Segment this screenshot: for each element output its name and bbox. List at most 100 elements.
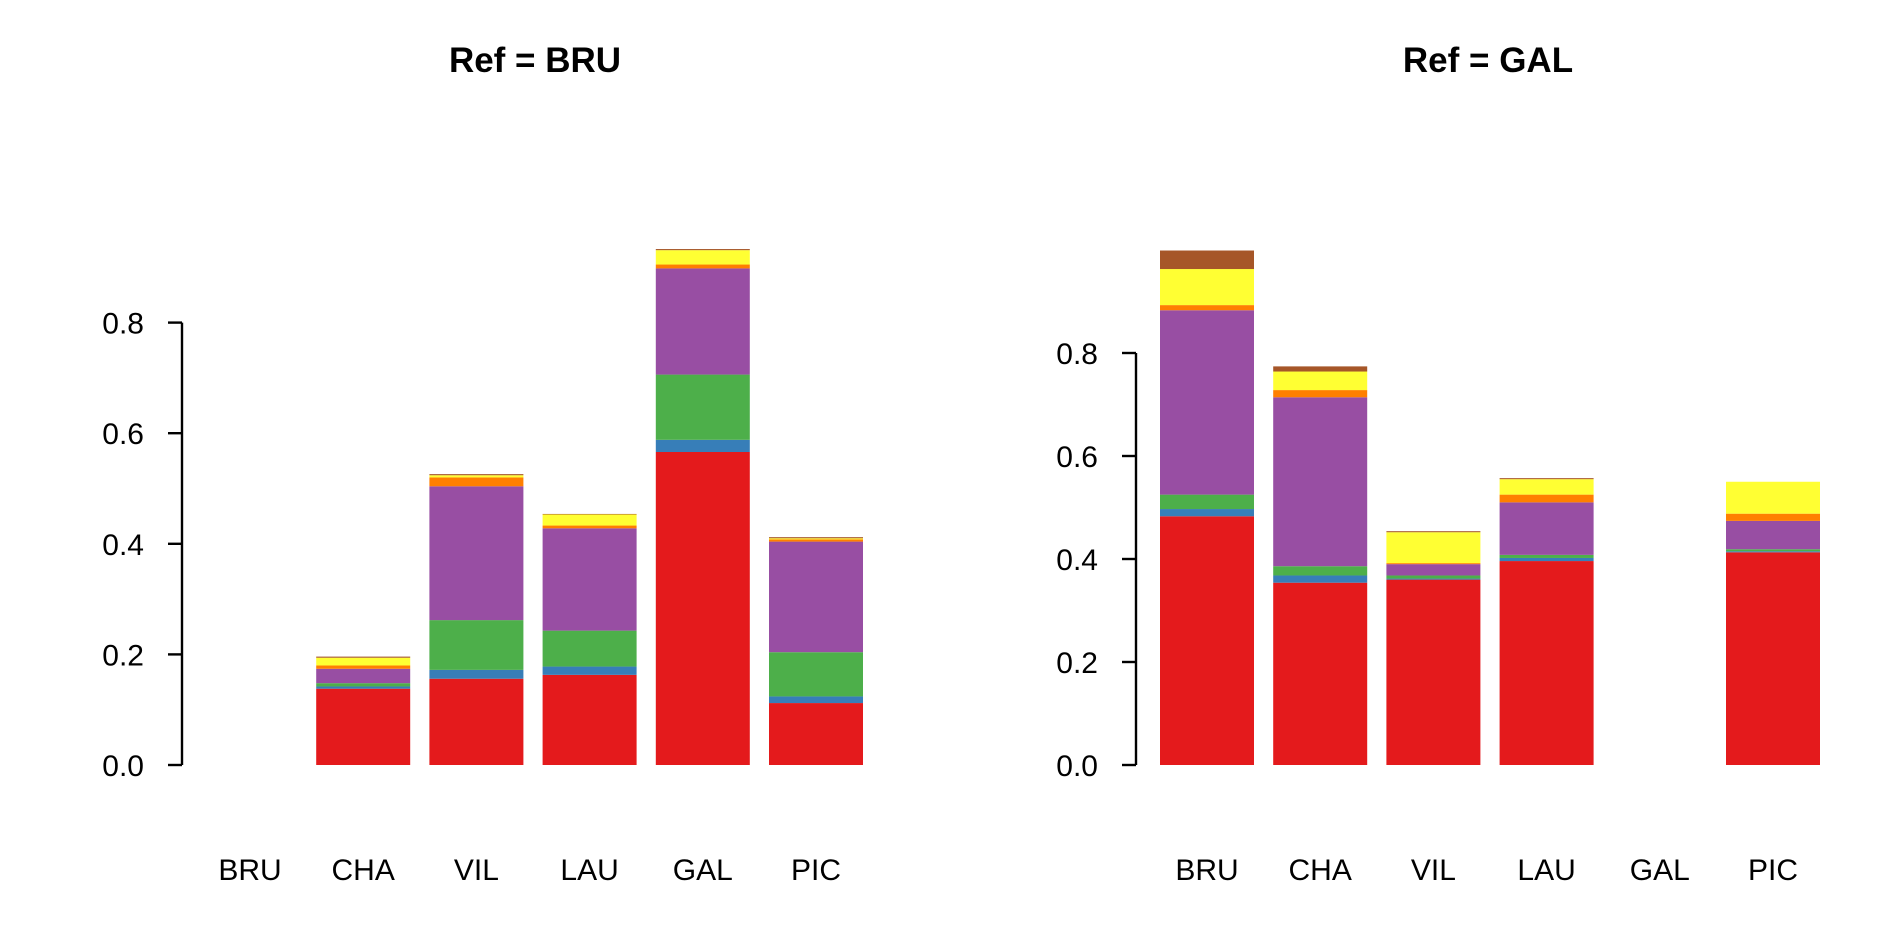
y-tick-label: 0.2	[1056, 647, 1098, 680]
bar-segment-cha-1	[1273, 582, 1368, 765]
bar-segment-vil-6	[429, 475, 524, 478]
bar-segment-lau-4	[542, 528, 637, 631]
bar-segment-pic-6	[1726, 481, 1820, 514]
bar-segment-cha-3	[1273, 566, 1368, 576]
x-tick-label: VIL	[1411, 854, 1456, 887]
bar-segment-pic-1	[769, 703, 863, 765]
bar-segment-bru-2	[1160, 509, 1254, 517]
x-tick-label: GAL	[1630, 854, 1690, 887]
bar-segment-vil-1	[1386, 579, 1481, 765]
bar-segment-pic-2	[1726, 551, 1820, 553]
bar-segment-cha-7	[316, 656, 411, 658]
bar-segment-lau-2	[542, 666, 637, 675]
bar-segment-bru-6	[1160, 269, 1254, 306]
x-tick-label: LAU	[1517, 854, 1575, 887]
x-axis-labels: BRU CHA VIL LAU GAL PIC	[218, 854, 841, 887]
bar-group	[316, 249, 863, 765]
bar-segment-vil-5	[1386, 563, 1481, 565]
bar-segment-cha-5	[316, 665, 411, 669]
bar-segment-lau-7	[1499, 478, 1594, 480]
bar-segment-gal-2	[655, 439, 750, 453]
y-axis: 0.0 0.2 0.4 0.6 0.8	[1056, 338, 1138, 783]
x-tick-label: PIC	[791, 854, 841, 887]
y-tick-label: 0.0	[1056, 750, 1098, 783]
bar-segment-vil-2	[429, 669, 524, 679]
bar-segment-pic-2	[769, 696, 863, 704]
x-tick-label: BRU	[1175, 854, 1238, 887]
y-tick-label: 0.8	[1056, 338, 1098, 371]
bar-segment-cha-1	[316, 688, 411, 765]
bar-segment-lau-5	[542, 525, 637, 529]
panel-title: Ref = GAL	[1403, 41, 1573, 80]
x-tick-label: CHA	[332, 854, 395, 887]
bar-segment-vil-6	[1386, 532, 1481, 564]
bar-segment-cha-5	[1273, 390, 1368, 398]
x-tick-label: LAU	[560, 854, 618, 887]
bar-segment-vil-4	[429, 486, 524, 621]
y-tick-label: 0.4	[1056, 544, 1098, 577]
bar-segment-cha-7	[1273, 366, 1368, 372]
y-tick-label: 0.2	[102, 639, 144, 672]
x-tick-label: GAL	[673, 854, 733, 887]
panel-ref-gal: Ref = GAL 0.0 0.2 0.4 0.6 0.8 BRU CHA VIL LAU GA…	[1056, 41, 1820, 887]
bar-segment-pic-5	[1726, 513, 1820, 521]
y-axis: 0.0 0.2 0.4 0.6 0.8	[102, 308, 184, 783]
bar-segment-cha-6	[1273, 371, 1368, 391]
bar-segment-pic-4	[1726, 520, 1820, 550]
bar-segment-lau-5	[1499, 494, 1594, 503]
bar-segment-vil-7	[1386, 531, 1481, 533]
bar-segment-bru-4	[1160, 310, 1254, 495]
bar-segment-cha-4	[316, 668, 411, 684]
bar-segment-lau-3	[1499, 554, 1594, 558]
bar-segment-pic-7	[769, 537, 863, 539]
bar-segment-bru-7	[1160, 250, 1254, 270]
bar-segment-pic-4	[769, 541, 863, 653]
bar-segment-lau-4	[1499, 502, 1594, 555]
bar-segment-vil-4	[1386, 564, 1481, 576]
bar-segment-lau-1	[542, 674, 637, 765]
bar-segment-cha-4	[1273, 397, 1368, 567]
bar-segment-lau-1	[1499, 561, 1594, 765]
bar-segment-gal-3	[655, 374, 750, 440]
bar-segment-gal-4	[655, 268, 750, 375]
bar-segment-vil-7	[429, 474, 524, 476]
panel-title: Ref = BRU	[449, 41, 621, 80]
bar-segment-lau-6	[542, 514, 637, 526]
bar-segment-gal-1	[655, 452, 750, 765]
y-tick-label: 0.8	[102, 308, 144, 341]
bar-segment-pic-3	[1726, 549, 1820, 552]
x-tick-label: CHA	[1289, 854, 1352, 887]
y-tick-label: 0.0	[102, 750, 144, 783]
x-tick-label: PIC	[1748, 854, 1798, 887]
bar-segment-gal-5	[655, 264, 750, 269]
bar-segment-cha-2	[316, 686, 411, 689]
x-axis-labels: BRU CHA VIL LAU GAL PIC	[1175, 854, 1798, 887]
bar-segment-pic-3	[769, 652, 863, 697]
bar-segment-cha-2	[1273, 575, 1368, 583]
bar-segment-pic-5	[769, 539, 863, 542]
bar-segment-lau-3	[542, 630, 637, 667]
bar-segment-cha-6	[316, 657, 411, 666]
y-tick-label: 0.4	[102, 529, 144, 562]
bar-segment-gal-6	[655, 250, 750, 265]
bar-segment-lau-7	[542, 513, 637, 515]
bar-segment-vil-5	[429, 477, 524, 487]
x-tick-label: VIL	[454, 854, 499, 887]
bar-segment-pic-1	[1726, 552, 1820, 765]
panel-ref-bru: Ref = BRU 0.0 0.2 0.4 0.6 0.8 BRU CHA VIL LAU GA…	[102, 41, 863, 887]
bar-segment-vil-3	[1386, 575, 1481, 579]
bar-segment-gal-7	[655, 249, 750, 251]
bar-group	[1160, 250, 1820, 765]
bar-segment-bru-1	[1160, 516, 1254, 765]
y-tick-label: 0.6	[1056, 441, 1098, 474]
bar-segment-vil-3	[429, 620, 524, 670]
bar-segment-vil-1	[429, 678, 524, 765]
bar-segment-bru-3	[1160, 494, 1254, 510]
y-tick-label: 0.6	[102, 418, 144, 451]
bar-segment-lau-6	[1499, 479, 1594, 495]
bar-segment-lau-2	[1499, 557, 1594, 562]
bar-segment-vil-2	[1386, 578, 1481, 580]
bar-segment-pic-6	[769, 538, 863, 540]
